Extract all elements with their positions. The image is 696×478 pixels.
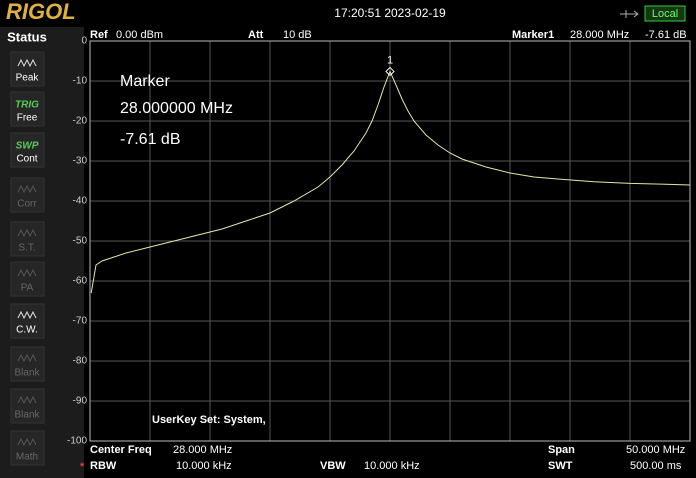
center-value: 28.000 MHz	[173, 444, 232, 456]
trace	[90, 70, 691, 294]
status-icon-box	[10, 91, 45, 127]
status-icon	[17, 268, 37, 278]
status-icon-box	[10, 261, 45, 297]
swt-value: 500.00 ms	[630, 460, 682, 472]
marker-box-level: -7.61 dB	[120, 131, 180, 148]
marker-box-title: Marker	[120, 73, 170, 90]
status-label: C.W.	[16, 325, 38, 336]
ref-label: Ref	[90, 29, 108, 41]
marker-label: Marker1	[512, 29, 554, 41]
marker-diamond	[385, 66, 395, 77]
status-icon-box	[10, 221, 45, 257]
status-icon	[17, 395, 37, 405]
datetime: 17:20:51 2023-02-19	[334, 6, 446, 20]
status-title: Status	[7, 29, 47, 44]
logo: RIGOL	[6, 0, 76, 24]
att-label: Att	[248, 29, 264, 41]
userkey: UserKey Set: System,	[152, 414, 266, 426]
y-tick-label: -100	[67, 436, 87, 447]
local-box[interactable]	[644, 5, 686, 22]
center-label: Center Freq	[90, 444, 152, 456]
status-label: Free	[17, 113, 38, 124]
marker-freq: 28.000 MHz	[570, 29, 629, 41]
rbw-label: RBW	[90, 460, 117, 472]
span-value: 50.000 MHz	[626, 444, 685, 456]
status-icon	[17, 437, 37, 447]
plot-frame	[89, 40, 691, 442]
status-icon-box	[10, 346, 45, 382]
vbw-label: VBW	[320, 460, 346, 472]
status-label: Cont	[16, 154, 37, 165]
status-label: Corr	[17, 199, 37, 210]
status-label: S.T.	[18, 243, 35, 254]
status-icon-text: SWP	[16, 141, 39, 152]
y-tick-label: -30	[73, 156, 88, 167]
rbw-flag: *	[80, 461, 85, 473]
marker-number: 1	[387, 54, 393, 66]
status-icon-box	[10, 132, 45, 168]
marker-level: -7.61 dB	[645, 29, 687, 41]
y-tick-label: -20	[73, 116, 88, 127]
status-icon-box	[10, 430, 45, 466]
y-tick-label: -50	[73, 236, 88, 247]
ref-value: 0.00 dBm	[116, 29, 163, 41]
status-icon-box	[10, 388, 45, 424]
rbw-value: 10.000 kHz	[176, 460, 232, 472]
status-icon	[17, 353, 37, 363]
status-icon-box	[10, 177, 45, 213]
status-icon-box	[10, 303, 45, 339]
att-value: 10 dB	[283, 29, 312, 41]
span-label: Span	[548, 444, 575, 456]
status-icon-text: TRIG	[15, 100, 39, 111]
local-mode[interactable]: Local	[652, 8, 678, 20]
status-icon-box	[10, 51, 45, 87]
y-tick-label: -60	[73, 276, 88, 287]
vbw-value: 10.000 kHz	[364, 460, 420, 472]
status-label: Blank	[14, 410, 40, 421]
status-icon	[17, 184, 37, 194]
y-tick-label: -90	[73, 396, 88, 407]
status-label: Blank	[14, 368, 40, 379]
y-tick-label: 0	[81, 36, 87, 47]
status-icon	[17, 310, 37, 320]
y-tick-label: -80	[73, 356, 88, 367]
status-icon	[17, 228, 37, 238]
usb-icon	[620, 10, 639, 18]
status-icon	[17, 58, 37, 68]
swt-label: SWT	[548, 460, 573, 472]
status-label: PA	[21, 283, 34, 294]
status-label: Math	[16, 452, 38, 463]
y-tick-label: -40	[73, 196, 88, 207]
y-tick-label: -70	[73, 316, 88, 327]
y-tick-label: -10	[73, 76, 88, 87]
marker-box-freq: 28.000000 MHz	[120, 100, 233, 117]
status-label: Peak	[16, 73, 40, 84]
